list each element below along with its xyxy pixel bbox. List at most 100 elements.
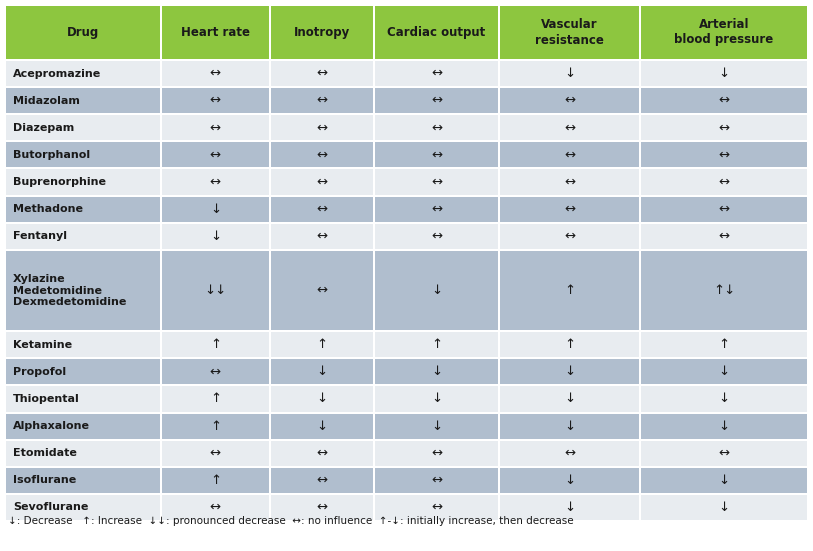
Text: ↓: ↓ bbox=[564, 420, 575, 433]
Text: Diazepam: Diazepam bbox=[13, 123, 74, 133]
Text: Sevoflurane: Sevoflurane bbox=[13, 503, 89, 512]
Bar bbox=[641, 359, 807, 385]
Bar bbox=[162, 170, 269, 195]
Bar bbox=[271, 197, 373, 222]
Bar bbox=[162, 61, 269, 86]
Bar bbox=[500, 468, 639, 493]
Bar bbox=[641, 6, 807, 59]
Bar bbox=[271, 468, 373, 493]
Bar bbox=[500, 197, 639, 222]
Bar bbox=[162, 495, 269, 520]
Text: ↔: ↔ bbox=[431, 230, 442, 243]
Bar bbox=[6, 386, 160, 412]
Bar bbox=[376, 332, 498, 357]
Text: Alphaxalone: Alphaxalone bbox=[13, 421, 90, 431]
Text: Etomidate: Etomidate bbox=[13, 448, 77, 458]
Bar bbox=[641, 468, 807, 493]
Bar bbox=[162, 441, 269, 466]
Bar bbox=[500, 224, 639, 249]
Text: ↔: ↔ bbox=[210, 67, 221, 80]
Text: ↓: ↓ bbox=[564, 67, 575, 80]
Text: ↑: ↑ bbox=[210, 338, 221, 351]
Text: ↔: ↔ bbox=[210, 447, 221, 460]
Text: ↔: ↔ bbox=[431, 148, 442, 161]
Bar bbox=[641, 251, 807, 330]
Text: ↔: ↔ bbox=[210, 94, 221, 107]
Bar bbox=[271, 441, 373, 466]
Bar bbox=[6, 6, 160, 59]
Bar bbox=[641, 197, 807, 222]
Bar bbox=[6, 197, 160, 222]
Bar bbox=[6, 468, 160, 493]
Text: ↓: ↓ bbox=[719, 420, 729, 433]
Bar bbox=[641, 61, 807, 86]
Text: ↔: ↔ bbox=[316, 203, 328, 215]
Text: ↑: ↑ bbox=[316, 338, 328, 351]
Bar bbox=[271, 88, 373, 114]
Text: ↑: ↑ bbox=[210, 392, 221, 406]
Bar bbox=[6, 332, 160, 357]
Text: ↔: ↔ bbox=[719, 94, 729, 107]
Bar bbox=[271, 224, 373, 249]
Text: ↔: ↔ bbox=[564, 94, 575, 107]
Bar bbox=[376, 88, 498, 114]
Text: ↑: ↑ bbox=[210, 474, 221, 487]
Text: Butorphanol: Butorphanol bbox=[13, 150, 90, 160]
Bar bbox=[500, 61, 639, 86]
Text: ↓↓: ↓↓ bbox=[204, 284, 227, 297]
Text: Vascular
resistance: Vascular resistance bbox=[535, 19, 604, 46]
Bar bbox=[641, 115, 807, 141]
Text: ↔: ↔ bbox=[210, 121, 221, 134]
Text: ↔: ↔ bbox=[431, 94, 442, 107]
Bar bbox=[271, 251, 373, 330]
Text: ↔: ↔ bbox=[564, 447, 575, 460]
Bar bbox=[6, 359, 160, 385]
Text: ↓: ↓ bbox=[719, 392, 729, 406]
Bar bbox=[376, 495, 498, 520]
Bar bbox=[162, 359, 269, 385]
Text: ↔: ↔ bbox=[719, 176, 729, 188]
Text: ↑↓: ↑↓ bbox=[713, 284, 735, 297]
Text: ↔: ↔ bbox=[719, 148, 729, 161]
Bar bbox=[6, 170, 160, 195]
Text: Heart rate: Heart rate bbox=[180, 26, 250, 39]
Bar bbox=[6, 88, 160, 114]
Text: ↔: ↔ bbox=[316, 447, 328, 460]
Bar bbox=[6, 142, 160, 168]
Bar bbox=[162, 6, 269, 59]
Bar bbox=[6, 251, 160, 330]
Text: ↔: ↔ bbox=[431, 67, 442, 80]
Text: ↓: ↓ bbox=[431, 365, 442, 379]
Bar bbox=[6, 115, 160, 141]
Text: ↔: ↔ bbox=[316, 94, 328, 107]
Bar bbox=[271, 414, 373, 439]
Bar bbox=[376, 115, 498, 141]
Bar bbox=[271, 61, 373, 86]
Text: Drug: Drug bbox=[67, 26, 99, 39]
Bar bbox=[162, 115, 269, 141]
Text: ↑: ↑ bbox=[431, 338, 442, 351]
Bar bbox=[162, 468, 269, 493]
Bar bbox=[641, 224, 807, 249]
Bar bbox=[271, 495, 373, 520]
Bar bbox=[6, 61, 160, 86]
Text: ↔: ↔ bbox=[316, 284, 328, 297]
Bar bbox=[162, 197, 269, 222]
Text: Xylazine
Medetomidine
Dexmedetomidine: Xylazine Medetomidine Dexmedetomidine bbox=[13, 274, 126, 307]
Bar bbox=[162, 414, 269, 439]
Bar bbox=[376, 170, 498, 195]
Bar bbox=[271, 6, 373, 59]
Text: ↔: ↔ bbox=[431, 121, 442, 134]
Bar bbox=[376, 441, 498, 466]
Text: ↓: ↓ bbox=[564, 365, 575, 379]
Text: Isoflurane: Isoflurane bbox=[13, 476, 76, 485]
Text: ↔: ↔ bbox=[719, 447, 729, 460]
Text: Fentanyl: Fentanyl bbox=[13, 231, 67, 241]
Bar bbox=[500, 386, 639, 412]
Bar bbox=[500, 6, 639, 59]
Bar bbox=[162, 332, 269, 357]
Text: ↔: ↔ bbox=[719, 230, 729, 243]
Bar bbox=[500, 170, 639, 195]
Text: Inotropy: Inotropy bbox=[294, 26, 350, 39]
Text: Methadone: Methadone bbox=[13, 204, 83, 214]
